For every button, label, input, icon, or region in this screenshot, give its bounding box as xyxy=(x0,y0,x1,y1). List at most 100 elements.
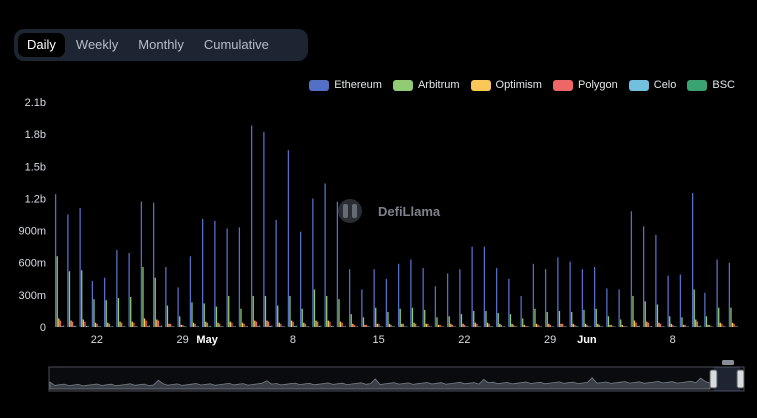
bar-polygon[interactable] xyxy=(537,324,539,327)
bar-optimism[interactable] xyxy=(388,323,391,327)
bar-bsc[interactable] xyxy=(209,325,212,327)
bar-arbitrum[interactable] xyxy=(656,304,659,328)
bar-celo[interactable] xyxy=(416,326,418,327)
bar-celo[interactable] xyxy=(735,326,737,327)
bar-optimism[interactable] xyxy=(131,321,133,327)
bar-ethereum[interactable] xyxy=(495,268,498,327)
bar-ethereum[interactable] xyxy=(557,257,559,327)
bar-polygon[interactable] xyxy=(219,323,221,327)
bar-bsc[interactable] xyxy=(699,325,702,327)
bar-optimism[interactable] xyxy=(217,322,219,327)
bar-celo[interactable] xyxy=(281,326,284,327)
legend-item-polygon[interactable]: Polygon xyxy=(552,79,618,91)
bar-celo[interactable] xyxy=(686,326,688,327)
bar-bsc[interactable] xyxy=(99,326,101,327)
bar-arbitrum[interactable] xyxy=(571,312,573,327)
bar-optimism[interactable] xyxy=(707,324,709,327)
bar-arbitrum[interactable] xyxy=(485,310,487,327)
bar-ethereum[interactable] xyxy=(422,268,424,327)
bar-polygon[interactable] xyxy=(586,324,588,327)
bar-celo[interactable] xyxy=(147,325,149,327)
bar-bsc[interactable] xyxy=(405,326,408,327)
bar-ethereum[interactable] xyxy=(459,269,461,327)
legend-item-optimism[interactable]: Optimism xyxy=(470,79,542,91)
bar-ethereum[interactable] xyxy=(483,246,486,327)
bar-polygon[interactable] xyxy=(415,323,417,327)
bar-polygon[interactable] xyxy=(464,324,466,327)
bar-ethereum[interactable] xyxy=(569,261,571,327)
bar-bsc[interactable] xyxy=(369,326,371,327)
bar-ethereum[interactable] xyxy=(275,219,277,327)
bar-arbitrum[interactable] xyxy=(632,295,634,327)
bar-ethereum[interactable] xyxy=(606,288,608,327)
bar-polygon[interactable] xyxy=(329,321,331,327)
bar-celo[interactable] xyxy=(673,326,676,327)
bar-arbitrum[interactable] xyxy=(473,310,475,327)
bar-bsc[interactable] xyxy=(271,325,273,328)
bar-optimism[interactable] xyxy=(450,323,452,327)
bar-celo[interactable] xyxy=(575,326,578,327)
bar-arbitrum[interactable] xyxy=(142,267,144,327)
bar-celo[interactable] xyxy=(134,326,137,327)
bar-bsc[interactable] xyxy=(467,326,469,327)
bar-polygon[interactable] xyxy=(427,323,429,327)
bar-optimism[interactable] xyxy=(192,322,195,327)
bar-arbitrum[interactable] xyxy=(301,308,303,327)
bar-optimism[interactable] xyxy=(535,323,538,327)
bar-ethereum[interactable] xyxy=(128,253,130,327)
bar-arbitrum[interactable] xyxy=(595,308,597,327)
bar-ethereum[interactable] xyxy=(250,125,253,327)
bar-optimism[interactable] xyxy=(670,323,672,327)
bar-polygon[interactable] xyxy=(292,321,294,327)
bar-optimism[interactable] xyxy=(352,323,354,327)
bar-arbitrum[interactable] xyxy=(534,308,536,327)
bar-arbitrum[interactable] xyxy=(387,312,389,327)
bar-polygon[interactable] xyxy=(304,323,307,327)
bar-optimism[interactable] xyxy=(682,324,685,327)
bar-polygon[interactable] xyxy=(623,325,625,327)
bar-ethereum[interactable] xyxy=(630,211,633,327)
bar-bsc[interactable] xyxy=(687,326,689,327)
bar-celo[interactable] xyxy=(171,326,173,327)
bar-bsc[interactable] xyxy=(638,325,640,327)
bar-optimism[interactable] xyxy=(425,323,427,327)
bar-ethereum[interactable] xyxy=(581,269,584,327)
bar-optimism[interactable] xyxy=(327,320,329,327)
bar-celo[interactable] xyxy=(637,325,639,327)
bar-celo[interactable] xyxy=(318,325,320,327)
slider-left-handle[interactable] xyxy=(709,369,718,389)
bar-celo[interactable] xyxy=(722,326,725,327)
bar-polygon[interactable] xyxy=(513,324,515,327)
bar-polygon[interactable] xyxy=(59,320,62,327)
bar-optimism[interactable] xyxy=(462,323,464,327)
bar-bsc[interactable] xyxy=(650,325,653,327)
bar-optimism[interactable] xyxy=(376,323,378,327)
bar-bsc[interactable] xyxy=(430,326,432,327)
bar-arbitrum[interactable] xyxy=(718,307,720,327)
bar-arbitrum[interactable] xyxy=(546,312,548,327)
bar-arbitrum[interactable] xyxy=(117,298,120,327)
tab-daily[interactable]: Daily xyxy=(18,33,65,57)
bar-arbitrum[interactable] xyxy=(522,318,524,327)
bar-celo[interactable] xyxy=(612,326,614,327)
bar-polygon[interactable] xyxy=(672,324,674,327)
bar-ethereum[interactable] xyxy=(691,193,694,327)
bar-bsc[interactable] xyxy=(503,326,506,327)
slider-right-handle[interactable] xyxy=(736,369,745,389)
bar-celo[interactable] xyxy=(514,326,516,327)
bar-bsc[interactable] xyxy=(418,326,420,327)
bar-ethereum[interactable] xyxy=(655,234,657,327)
bar-polygon[interactable] xyxy=(696,321,699,327)
bar-optimism[interactable] xyxy=(719,322,721,327)
bar-arbitrum[interactable] xyxy=(105,300,107,327)
bar-optimism[interactable] xyxy=(572,323,574,327)
bar-celo[interactable] xyxy=(343,326,345,327)
legend-item-arbitrum[interactable]: Arbitrum xyxy=(392,79,460,91)
bar-polygon[interactable] xyxy=(549,324,552,327)
bar-ethereum[interactable] xyxy=(593,267,596,327)
bar-ethereum[interactable] xyxy=(140,201,143,327)
bar-arbitrum[interactable] xyxy=(375,307,377,327)
bar-bsc[interactable] xyxy=(111,326,114,327)
legend-item-celo[interactable]: Celo xyxy=(628,79,676,91)
bar-polygon[interactable] xyxy=(476,323,478,327)
